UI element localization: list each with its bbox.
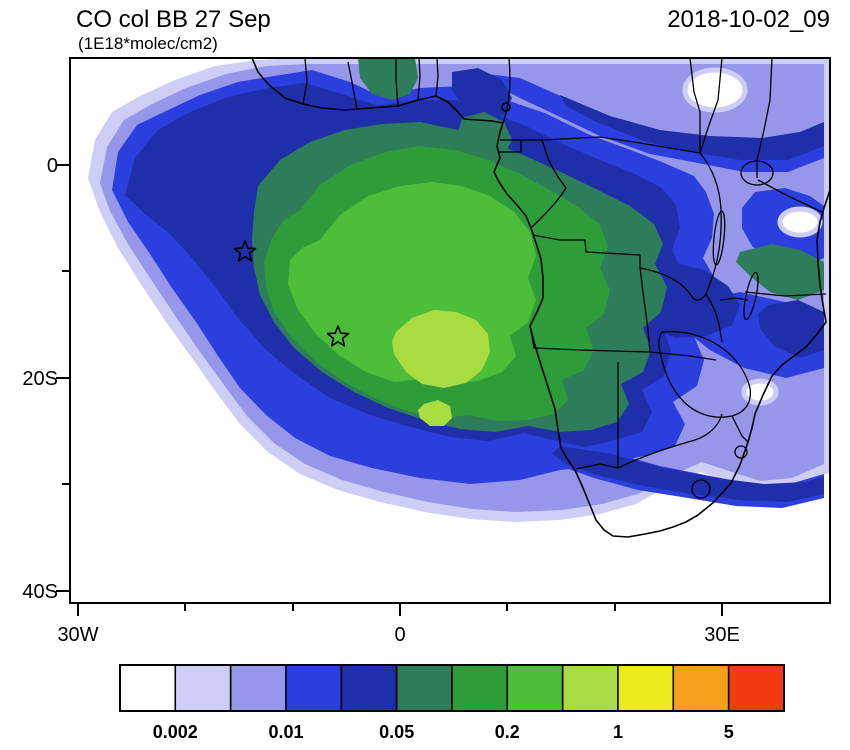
colorbar-cell-10	[672, 664, 730, 712]
lake-malawi	[743, 271, 759, 321]
contour-band-teal-smallpatch	[458, 112, 512, 158]
star-marker-2	[326, 325, 350, 347]
y-tick-20s: 20S	[22, 368, 58, 390]
colorbar: 0.002 0.01 0.05 0.2 1 5	[119, 664, 785, 742]
colorbar-label-2: 0.05	[379, 722, 414, 742]
colorbar-cell-8	[561, 664, 619, 712]
border-swaziland	[734, 445, 748, 459]
x-tick-30w: 30W	[57, 624, 98, 646]
y-tick-40s: 40S	[22, 581, 58, 603]
colorbar-cell-0	[119, 664, 177, 712]
contour-band-teal-eastband	[736, 244, 824, 300]
plot-timestamp: 2018-10-02_09	[667, 6, 830, 33]
contour-band-darkblue-eastcoast	[758, 300, 824, 358]
colorbar-label-1: 0.01	[268, 722, 303, 742]
x-tick-0: 0	[394, 624, 405, 646]
colorbar-cell-7	[506, 664, 564, 712]
contour-band-teal-topedge	[358, 59, 418, 100]
colorbar-frame	[119, 664, 785, 712]
lake-victoria	[740, 160, 774, 186]
contour-band-yellowgreen-small	[418, 400, 452, 426]
colorbar-cell-5	[395, 664, 453, 712]
colorbar-cell-2	[229, 664, 287, 712]
colorbar-cell-9	[617, 664, 675, 712]
colorbar-cell-3	[285, 664, 343, 712]
star-marker-1	[233, 240, 257, 262]
contour-band-darkblue-se-streak	[552, 446, 824, 502]
colorbar-label-4: 1	[613, 722, 623, 742]
border-lesotho	[691, 479, 711, 499]
plot-units-label: (1E18*molec/cm2)	[78, 34, 218, 53]
plot-frame	[69, 57, 831, 604]
colorbar-label-5: 5	[724, 722, 734, 742]
plot-title: CO col BB 27 Sep	[76, 6, 271, 33]
x-tick-30e: 30E	[704, 624, 740, 646]
contour-field	[88, 59, 829, 538]
lake-tanganyika	[712, 210, 726, 266]
country-borders	[302, 59, 827, 499]
contour-band-darkblue-smallpatch	[452, 68, 512, 118]
contour-band-yellowgreen-core	[392, 310, 490, 388]
island-bioko	[501, 102, 511, 112]
axis-ticks	[56, 164, 723, 616]
colorbar-cell-1	[174, 664, 232, 712]
y-tick-0: 0	[47, 155, 58, 177]
colorbar-cell-4	[340, 664, 398, 712]
colorbar-label-3: 0.2	[495, 722, 520, 742]
colorbar-cell-6	[451, 664, 509, 712]
coastline	[251, 59, 829, 538]
contour-band-darkblue-north	[560, 95, 824, 160]
clear-patch-2	[777, 206, 823, 238]
colorbar-cell-11	[727, 664, 785, 712]
colorbar-label-0: 0.002	[153, 722, 198, 742]
